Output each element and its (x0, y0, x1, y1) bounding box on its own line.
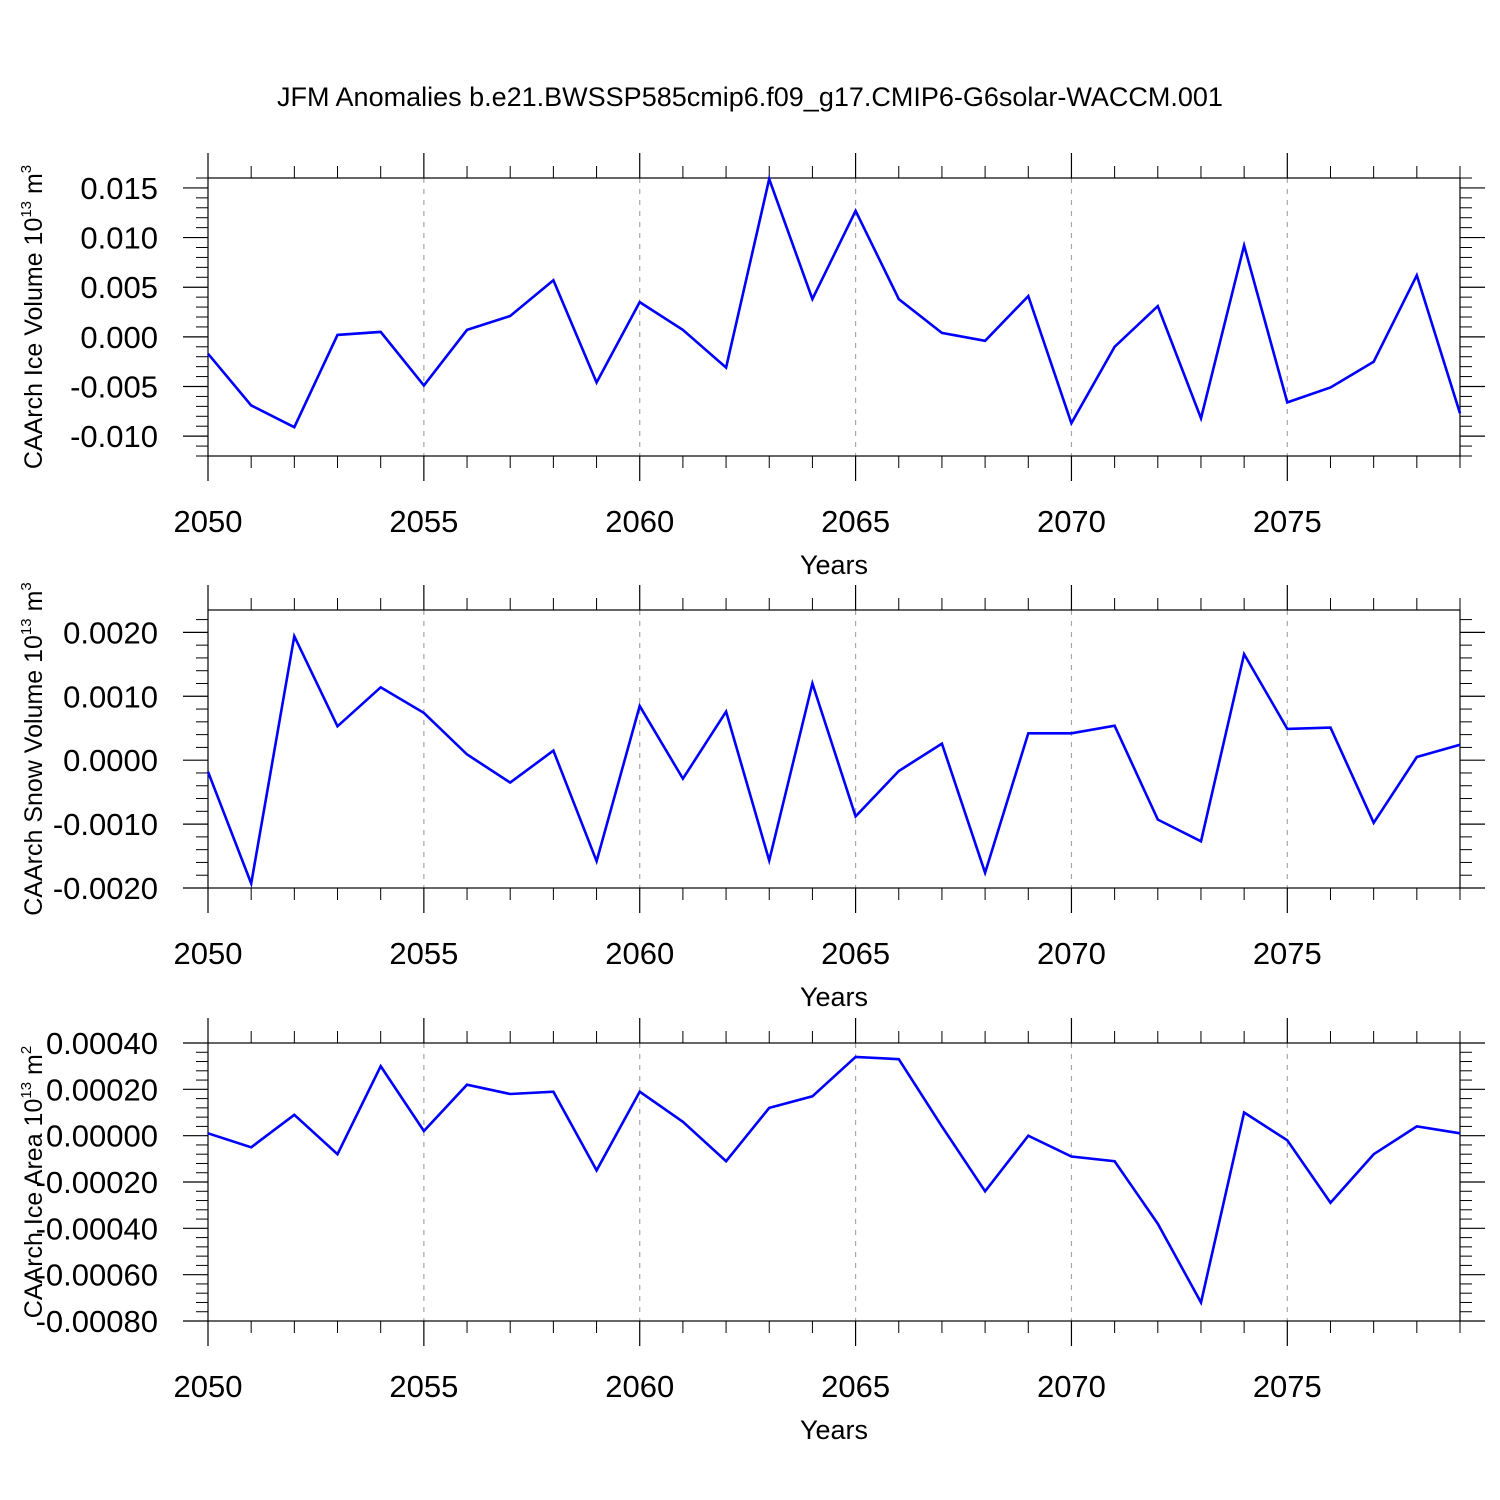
x-tick-label: 2075 (1253, 1369, 1322, 1404)
x-tick-label: 2075 (1253, 936, 1322, 971)
y-tick-label: -0.005 (70, 370, 158, 405)
x-tick-label: 2055 (389, 936, 458, 971)
y-tick-label: 0.0020 (63, 615, 158, 650)
y-tick-label: -0.00080 (36, 1304, 158, 1339)
y-tick-label: -0.010 (70, 419, 158, 454)
chart-title: JFM Anomalies b.e21.BWSSP585cmip6.f09_g1… (277, 82, 1223, 112)
y-tick-label: 0.00040 (46, 1026, 158, 1061)
y-tick-label: 0.0010 (63, 679, 158, 714)
y-tick-label: -0.00020 (36, 1165, 158, 1200)
x-tick-label: 2070 (1037, 1369, 1106, 1404)
x-tick-label: 2060 (605, 1369, 674, 1404)
x-tick-label: 2055 (389, 504, 458, 539)
x-tick-label: 2060 (605, 504, 674, 539)
series-line-ice-area (207, 1055, 1461, 1307)
y-axis-label: CAArch Ice Area 1013 m2 (18, 1046, 48, 1318)
x-axis-label: Years (800, 550, 868, 580)
y-tick-label: 0.005 (80, 270, 158, 305)
chart-panel-snow-volume: -0.0020 -0.0010 0.0000 0.0010 0.0020 2050 2055… (18, 582, 1485, 1012)
y-tick-label: 0.00020 (46, 1072, 158, 1107)
y-tick-label: 0.010 (80, 221, 158, 256)
y-tick-label: -0.0010 (53, 807, 158, 842)
y-tick-label: -0.00060 (36, 1258, 158, 1293)
chart-panel-ice-volume: -0.010 -0.005 0.000 0.005 0.010 0.015 2050 2055… (18, 153, 1485, 580)
y-tick-label: 0.000 (80, 320, 158, 355)
plot-frame (207, 1042, 1461, 1322)
series-line-ice-volume (207, 174, 1462, 429)
x-tick-label: 2055 (389, 1369, 458, 1404)
x-tick-label: 2070 (1037, 504, 1106, 539)
y-tick-label: -0.0020 (53, 871, 158, 906)
y-axis-label: CAArch Ice Volume 1013 m3 (18, 165, 48, 469)
x-tick-label: 2065 (821, 1369, 890, 1404)
x-tick-label: 2050 (174, 504, 243, 539)
x-tick-label: 2050 (174, 936, 243, 971)
x-tick-label: 2075 (1253, 504, 1322, 539)
x-tick-label: 2050 (174, 1369, 243, 1404)
plot-frame (207, 177, 1461, 457)
x-tick-label: 2065 (821, 936, 890, 971)
x-tick-label: 2065 (821, 504, 890, 539)
y-tick-label: 0.0000 (63, 743, 158, 778)
y-axis-label: CAArch Snow Volume 1013 m3 (18, 582, 48, 916)
x-axis-label: Years (800, 982, 868, 1012)
x-tick-label: 2060 (605, 936, 674, 971)
x-tick-label: 2070 (1037, 936, 1106, 971)
y-tick-label: 0.015 (80, 171, 158, 206)
y-tick-label: 0.00000 (46, 1119, 158, 1154)
x-axis-label: Years (800, 1415, 868, 1445)
series-line-snow-volume (206, 631, 1461, 889)
y-tick-label: -0.00040 (36, 1211, 158, 1246)
chart-panel-ice-area: -0.00080 -0.00060 -0.00040 -0.00020 0.00000 0… (18, 1018, 1485, 1445)
plot-frame (207, 609, 1461, 889)
